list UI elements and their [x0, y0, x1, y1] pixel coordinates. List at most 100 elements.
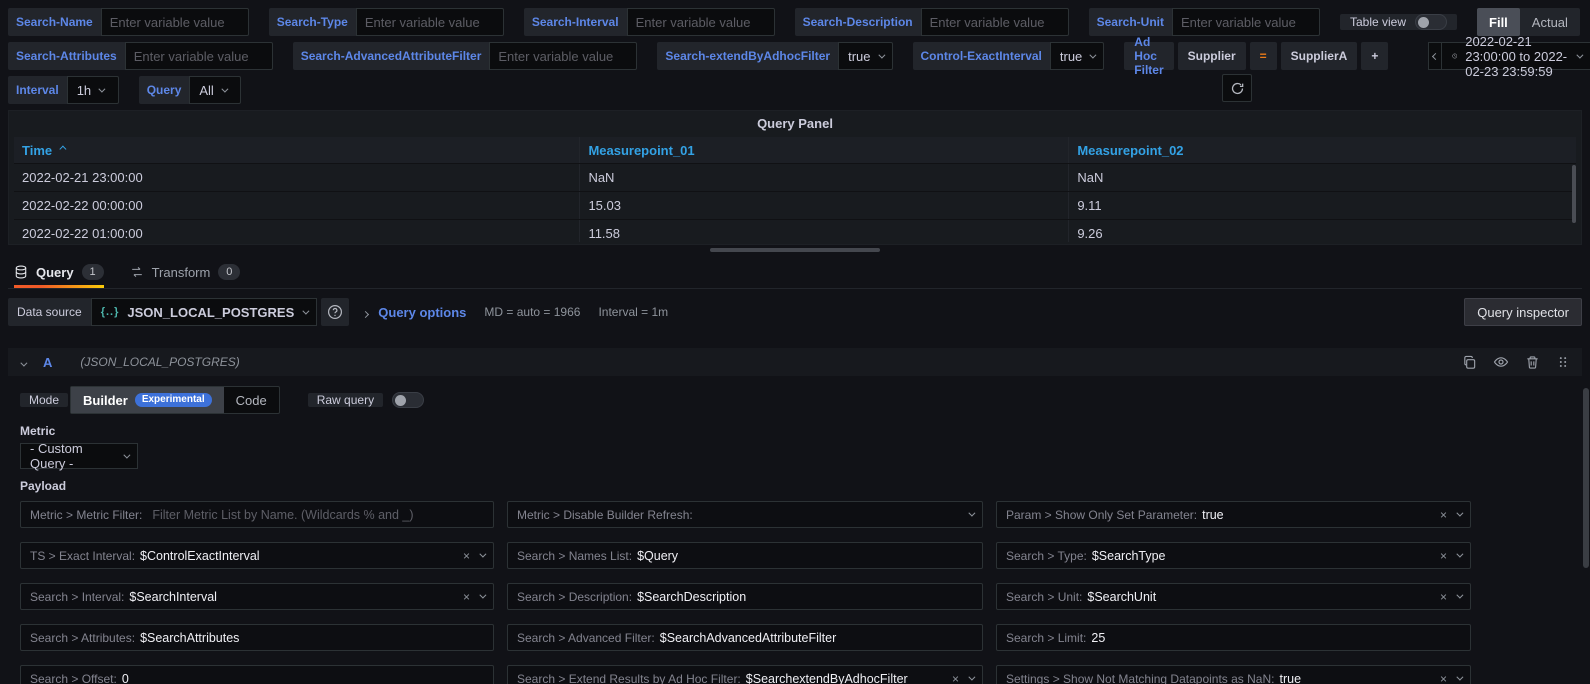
payload-field[interactable]: Search > Offset: 0 × — [20, 665, 494, 684]
chevron-down-icon[interactable] — [1456, 673, 1464, 681]
chevron-down-icon[interactable] — [968, 673, 976, 681]
variable-label: Search-AdvancedAttributeFilter — [292, 42, 490, 70]
collapse-query-icon[interactable] — [20, 355, 28, 370]
time-range-button[interactable]: 2022-02-21 23:00:00 to 2022-02-23 23:59:… — [1441, 34, 1590, 79]
adhoc-filter-key[interactable]: Supplier — [1177, 42, 1246, 70]
clear-icon[interactable]: × — [1439, 671, 1447, 684]
clear-icon[interactable]: × — [1439, 548, 1447, 563]
actual-option[interactable]: Actual — [1531, 14, 1568, 30]
payload-field[interactable]: Search > Advanced Filter: $SearchAdvance… — [507, 624, 983, 651]
fill-option[interactable]: Fill — [1477, 8, 1520, 36]
payload-field[interactable]: Search > Limit: 25 × — [996, 624, 1471, 651]
clear-icon[interactable]: × — [1439, 507, 1447, 522]
clock-icon — [1452, 53, 1457, 59]
column-header-time[interactable]: Time — [14, 137, 579, 163]
hide-query-button[interactable] — [1493, 354, 1509, 370]
query-options-expander[interactable] — [362, 305, 370, 320]
field-label: Param > Show Only Set Parameter: — [1006, 507, 1198, 522]
clear-icon[interactable]: × — [951, 671, 959, 684]
variable-select[interactable]: 1h — [66, 76, 119, 104]
payload-field[interactable]: Settings > Show Not Matching Datapoints … — [996, 665, 1471, 684]
variable-input[interactable] — [626, 8, 775, 36]
table-view-switch[interactable] — [1415, 14, 1448, 30]
clear-icon[interactable]: × — [1439, 589, 1447, 604]
payload-field[interactable]: Search > Interval: $SearchInterval × — [20, 583, 494, 610]
payload-field[interactable]: Search > Names List: $Query × — [507, 542, 983, 569]
time-shift-back-button[interactable] — [1428, 42, 1442, 70]
chevron-left-icon — [1431, 52, 1439, 60]
variable-select[interactable]: true — [838, 42, 893, 70]
page-scrollbar[interactable] — [1583, 388, 1589, 568]
chevron-down-icon[interactable] — [968, 509, 976, 517]
variable-select[interactable]: true — [1049, 42, 1105, 70]
table-vertical-scrollbar[interactable] — [1572, 165, 1576, 223]
drag-query-handle[interactable] — [1556, 355, 1570, 369]
adhoc-filter-operator[interactable]: = — [1249, 42, 1277, 70]
chevron-right-icon — [362, 310, 370, 318]
variable-input[interactable] — [1171, 8, 1320, 36]
json-datasource-icon: {..} — [100, 306, 120, 318]
help-circle-icon — [328, 304, 343, 320]
field-value: true — [1202, 507, 1224, 522]
query-row-header[interactable]: A (JSON_LOCAL_POSTGRES) — [8, 348, 1582, 376]
column-header-measurepoint-02[interactable]: Measurepoint_02 — [1068, 137, 1576, 163]
chevron-down-icon[interactable] — [479, 591, 487, 599]
variable-search-unit: Search-Unit — [1088, 8, 1320, 36]
metric-select[interactable]: - Custom Query - — [20, 441, 138, 471]
payload-field[interactable]: Metric > Metric Filter: Filter Metric Li… — [20, 501, 494, 528]
variable-input[interactable] — [124, 42, 273, 70]
adhoc-filter-value[interactable]: SupplierA — [1280, 42, 1358, 70]
duplicate-query-button[interactable] — [1462, 355, 1477, 370]
tab-transform[interactable]: Transform 0 — [130, 256, 241, 288]
field-value: $SearchAttributes — [140, 630, 240, 645]
raw-query-switch[interactable] — [392, 392, 425, 408]
variable-search-interval: Search-Interval — [523, 8, 775, 36]
adhoc-filter-add-button[interactable]: + — [1361, 42, 1389, 70]
variable-input[interactable] — [920, 8, 1069, 36]
clear-icon[interactable]: × — [462, 548, 470, 563]
datasource-help-button[interactable] — [321, 298, 350, 326]
query-ref-id[interactable]: A — [43, 354, 53, 370]
query-datasource-hint: (JSON_LOCAL_POSTGRES) — [80, 355, 240, 369]
field-value: $SearchDescription — [637, 589, 747, 604]
panel-title[interactable]: Query Panel — [757, 115, 833, 131]
variable-select[interactable]: All — [189, 76, 242, 104]
panel-resize-handle[interactable] — [710, 248, 880, 252]
chevron-down-icon[interactable] — [1456, 550, 1464, 558]
query-inspector-button[interactable]: Query inspector — [1464, 298, 1582, 326]
variable-input[interactable] — [100, 8, 249, 36]
data-source-picker[interactable]: {..} JSON_LOCAL_POSTGRES — [90, 298, 318, 326]
payload-field[interactable]: Param > Show Only Set Parameter: true × — [996, 501, 1471, 528]
column-label: Measurepoint_01 — [588, 142, 695, 158]
data-source-label: Data source — [8, 298, 91, 326]
payload-field[interactable]: Search > Extend Results by Ad Hoc Filter… — [507, 665, 983, 684]
clear-icon[interactable]: × — [462, 589, 470, 604]
chevron-down-icon[interactable] — [1456, 591, 1464, 599]
tab-query[interactable]: Query 1 — [14, 256, 104, 288]
variable-input[interactable] — [355, 8, 504, 36]
payload-field[interactable]: Search > Type: $SearchType × — [996, 542, 1471, 569]
variable-input[interactable] — [489, 42, 638, 70]
code-label: Code — [235, 392, 267, 408]
column-header-measurepoint-01[interactable]: Measurepoint_01 — [579, 137, 1068, 163]
payload-field[interactable]: Search > Attributes: $SearchAttributes × — [20, 624, 494, 651]
mode-builder-option[interactable]: Builder Experimental — [71, 387, 224, 413]
variable-label: Search-Description — [794, 8, 921, 36]
refresh-button[interactable] — [1222, 74, 1252, 102]
sort-ascending-icon — [59, 145, 67, 153]
field-placeholder: Filter Metric List by Name. (Wildcards %… — [152, 507, 414, 522]
payload-field[interactable]: TS > Exact Interval: $ControlExactInterv… — [20, 542, 494, 569]
delete-query-button[interactable] — [1525, 355, 1540, 370]
table: Time Measurepoint_01 Measurepoint_02 202… — [14, 137, 1576, 242]
query-options-link[interactable]: Query options — [378, 304, 467, 320]
payload-field[interactable]: Metric > Disable Builder Refresh: × — [507, 501, 983, 528]
chevron-down-icon — [302, 307, 310, 315]
payload-field[interactable]: Search > Description: $SearchDescription… — [507, 583, 983, 610]
copy-icon — [1464, 355, 1476, 369]
chevron-down-icon[interactable] — [479, 550, 487, 558]
cell-time: 2022-02-22 01:00:00 — [22, 226, 143, 241]
payload-field[interactable]: Search > Unit: $SearchUnit × — [996, 583, 1471, 610]
metric-value: - Custom Query - — [30, 441, 83, 471]
mode-code-option[interactable]: Code — [224, 387, 279, 413]
chevron-down-icon[interactable] — [1456, 509, 1464, 517]
